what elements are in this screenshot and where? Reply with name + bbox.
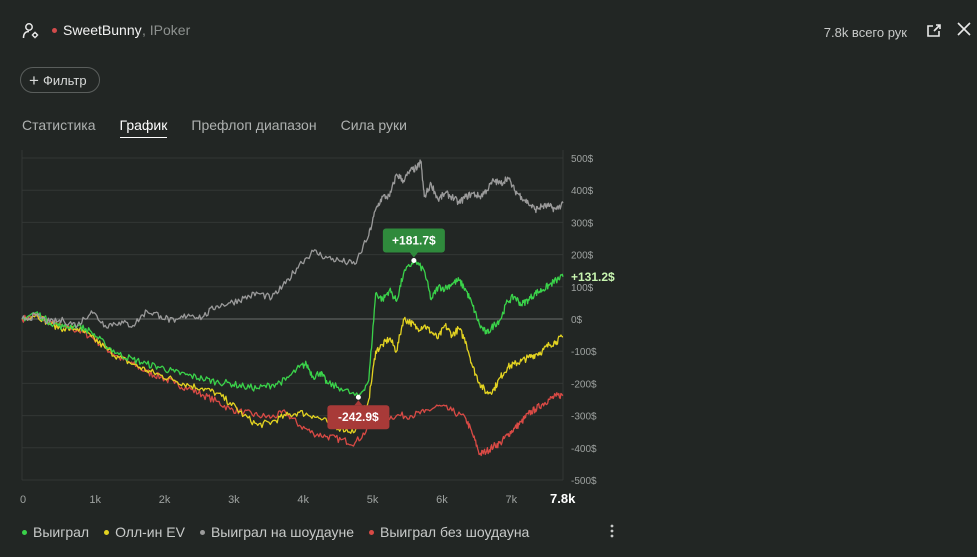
legend-item-won[interactable]: Выиграл [22,524,89,540]
legend: Выиграл Олл-ин EV Выиграл на шоудауне Вы… [22,524,544,540]
filter-button[interactable]: + Фильтр [20,67,100,93]
y-tick-label: 400$ [571,186,594,197]
annotation-box [327,405,390,430]
y-tick-label: 500$ [571,154,594,165]
export-icon[interactable] [926,23,942,39]
filter-label: Фильтр [42,72,87,88]
legend-dot [369,529,375,535]
legend-item-showdown[interactable]: Выиграл на шоудауне [199,524,354,540]
series-line-showdown [21,159,564,329]
end-value-label: +131.2$ [571,270,615,284]
legend-dot [104,529,110,535]
y-tick-label: -500$ [571,476,597,487]
y-tick-label: -100$ [571,347,597,358]
more-options-icon[interactable] [608,523,616,539]
legend-item-non-showdown[interactable]: Выиграл без шоудауна [369,524,529,540]
x-tick-label: 1k [89,494,101,506]
annotation-min: -242.9$ [338,410,379,424]
y-tick-label: -400$ [571,444,597,455]
x-tick-label: 4k [297,494,309,506]
x-tick-label: 2k [159,494,171,506]
y-tick-label: -200$ [571,379,597,390]
status-dot [52,28,57,33]
site-name: , IPoker [142,22,191,38]
annotation-point [355,394,361,400]
legend-item-allin-ev[interactable]: Олл-ин EV [104,524,185,540]
player-name[interactable]: SweetBunny [63,22,142,38]
annotation-box [382,228,445,253]
hands-count: 7.8k всего рук [823,25,907,40]
header: SweetBunny , IPoker 7.8k всего рук [0,0,977,60]
legend-dot [22,529,27,535]
y-tick-label: 200$ [571,251,594,262]
user-settings-icon[interactable] [22,22,40,40]
y-tick-label: 0$ [571,315,583,326]
close-icon[interactable] [956,21,972,37]
annotation-pointer [354,400,363,406]
annotation-point [411,257,417,263]
series-line-allin-ev [21,313,564,434]
tab-hand-strength[interactable]: Сила руки [340,117,407,133]
y-tick-label: -300$ [571,412,597,423]
x-tick-label: 7k [506,494,518,506]
tab-preflop-range[interactable]: Префлоп диапазон [191,117,317,133]
x-tick-label: 0 [20,494,26,506]
winnings-chart[interactable]: 500$ 400$ 300$ 200$ 100$ 0$ -100$ -200$ -300$ -40… [0,140,640,510]
y-tick-label: 100$ [571,283,594,294]
tabs: Статистика График Префлоп диапазон Сила … [22,117,431,138]
plus-icon: + [29,70,39,90]
x-tick-label: 6k [436,494,448,506]
tab-graph[interactable]: График [119,117,168,138]
x-tick-label: 3k [228,494,240,506]
y-tick-label: 300$ [571,218,594,229]
x-tick-label: 5k [367,494,379,506]
tab-statistics[interactable]: Статистика [22,117,96,133]
annotation-max: +181.7$ [392,233,436,247]
series-line-won [21,259,564,398]
x-tick-label: 7.8k [550,491,576,506]
legend-dot [199,529,205,535]
annotation-pointer [409,252,418,258]
